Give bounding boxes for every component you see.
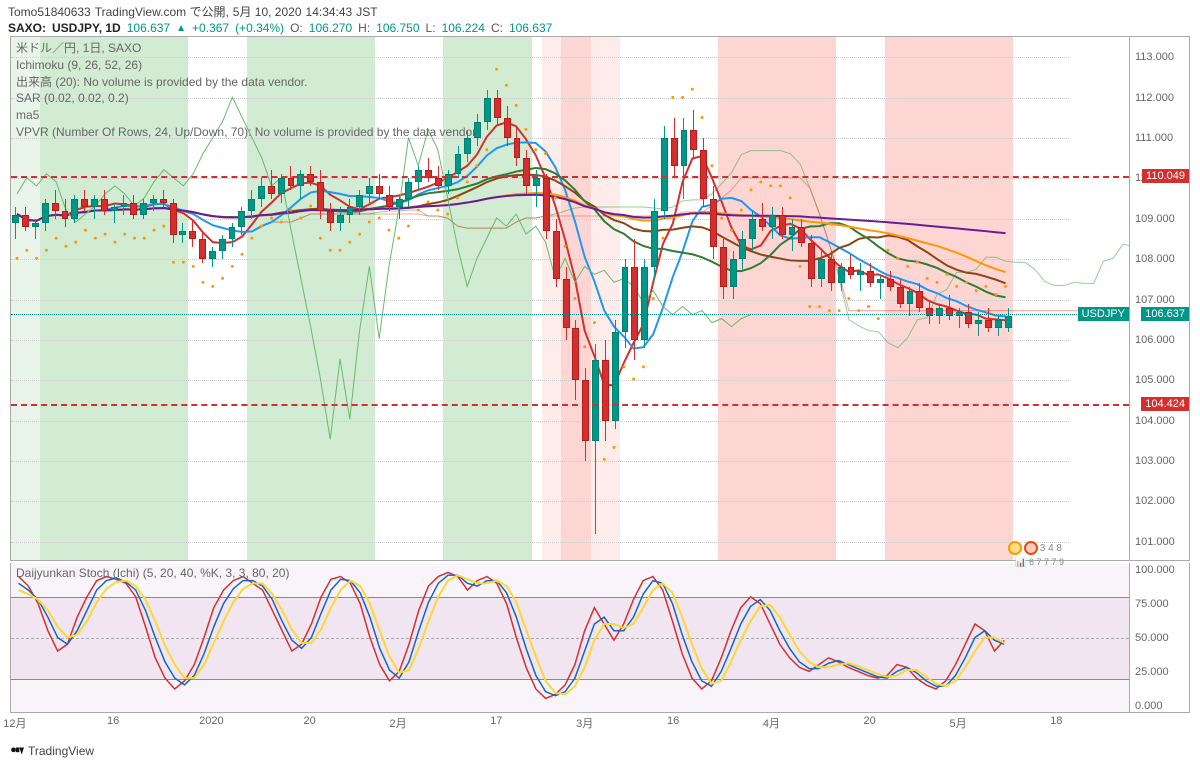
time-axis: 12月162020202月173月164月205月18 xyxy=(10,715,1130,735)
indicator-line: 米ドル／円, 1日, SAXO xyxy=(16,40,479,57)
O-val: 106.270 xyxy=(309,21,352,35)
x-tick: 2月 xyxy=(390,715,407,731)
y-tick: 105.000 xyxy=(1135,374,1175,386)
x-tick: 20 xyxy=(864,715,876,727)
sub-tick: 75.000 xyxy=(1135,598,1169,610)
x-tick: 17 xyxy=(490,715,502,727)
x-tick: 20 xyxy=(304,715,316,727)
up-arrow-icon: ▲ xyxy=(176,23,186,34)
current-symbol-tag: USDJPY xyxy=(1078,307,1129,321)
username: Tomo51840633 xyxy=(8,5,91,19)
x-tick: 16 xyxy=(667,715,679,727)
stoch-label: Daijyunkan Stoch (Ichi) (5, 20, 40, %K, … xyxy=(16,566,289,580)
O-label: O: xyxy=(290,21,303,35)
exchange: SAXO: xyxy=(8,21,46,35)
stoch-axis: 0.000 25.000 50.000 75.000 100.000 xyxy=(1129,563,1189,712)
current-price-tag: 106.637 xyxy=(1141,307,1189,321)
footer-brand: TradingView xyxy=(28,744,94,758)
H-label: H: xyxy=(358,21,370,35)
site: TradingView.com で公開, xyxy=(95,3,229,20)
x-tick: 5月 xyxy=(950,715,967,731)
sub-tick: 25.000 xyxy=(1135,666,1169,678)
tradingview-icon xyxy=(10,744,24,758)
L-label: L: xyxy=(426,21,436,35)
change: +0.367 xyxy=(192,21,229,35)
y-tick: 111.000 xyxy=(1135,132,1173,144)
y-tick: 101.000 xyxy=(1135,536,1175,548)
L-val: 106.224 xyxy=(442,21,485,35)
indicator-line: SAR (0.02, 0.02, 0.2) xyxy=(16,90,479,107)
date: 5月 10, 2020 xyxy=(233,3,302,20)
y-tick: 106.000 xyxy=(1135,334,1175,346)
indicator-legend: 米ドル／円, 1日, SAXOIchimoku (9, 26, 52, 26)出… xyxy=(16,40,479,141)
symbol: USDJPY, 1D xyxy=(52,21,121,35)
x-tick: 12月 xyxy=(3,715,26,731)
sub-chart[interactable]: Daijyunkan Stoch (Ichi) (5, 20, 40, %K, … xyxy=(10,563,1190,713)
y-tick: 108.000 xyxy=(1135,253,1175,265)
price-tag-upper: 110.049 xyxy=(1142,169,1189,183)
x-tick: 2020 xyxy=(199,715,223,727)
x-tick: 18 xyxy=(1050,715,1062,727)
y-tick: 112.000 xyxy=(1135,92,1174,104)
sub-tick: 100.000 xyxy=(1135,564,1175,576)
price-tag-lower: 104.424 xyxy=(1141,397,1189,411)
C-label: C: xyxy=(491,21,503,35)
H-val: 106.750 xyxy=(376,21,419,35)
C-val: 106.637 xyxy=(509,21,552,35)
x-tick: 4月 xyxy=(763,715,780,731)
counter-badges: 3 4 8 xyxy=(1008,541,1064,555)
last-price: 106.637 xyxy=(127,21,170,35)
y-tick: 107.000 xyxy=(1135,294,1175,306)
changepct: (+0.34%) xyxy=(235,21,284,35)
x-tick: 16 xyxy=(107,715,119,727)
footer: TradingView xyxy=(10,744,94,758)
sub-tick: 50.000 xyxy=(1135,632,1169,644)
y-tick: 104.000 xyxy=(1135,415,1175,427)
y-tick: 109.000 xyxy=(1135,213,1175,225)
tz: JST xyxy=(356,5,377,19)
y-tick: 103.000 xyxy=(1135,455,1175,467)
header: Tomo51840633 TradingView.com で公開, 5月 10,… xyxy=(0,0,1200,38)
price-axis: 101.000 102.000 103.000 104.000 105.000 106.0… xyxy=(1129,37,1189,560)
indicator-line: ma5 xyxy=(16,107,479,124)
time: 14:34:43 xyxy=(306,5,353,19)
y-tick: 113.000 xyxy=(1135,51,1174,63)
y-tick: 102.000 xyxy=(1135,495,1175,507)
main-chart[interactable]: 米ドル／円, 1日, SAXOIchimoku (9, 26, 52, 26)出… xyxy=(10,36,1190,561)
indicator-line: Ichimoku (9, 26, 52, 26) xyxy=(16,57,479,74)
x-tick: 3月 xyxy=(576,715,593,731)
indicator-line: 出来高 (20): No volume is provided by the d… xyxy=(16,74,479,91)
sub-tick: 0.000 xyxy=(1135,700,1163,712)
indicator-line: VPVR (Number Of Rows, 24, Up/Down, 70): … xyxy=(16,124,479,141)
